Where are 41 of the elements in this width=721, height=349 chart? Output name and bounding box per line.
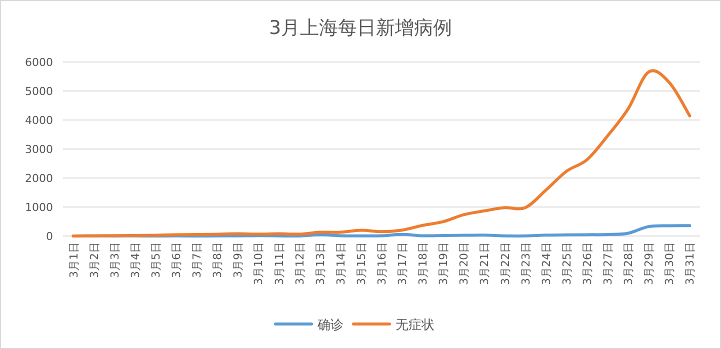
- x-tick-label: 3月8日: [211, 242, 224, 278]
- x-tick-label: 3月29日: [642, 242, 656, 285]
- y-tick-label: 6000: [25, 56, 53, 69]
- x-tick-label: 3月4日: [128, 242, 142, 278]
- y-tick-label: 5000: [25, 85, 53, 98]
- x-tick-label: 3月7日: [190, 242, 204, 278]
- x-tick-label: 3月14日: [334, 242, 348, 285]
- x-tick-label: 3月12日: [293, 242, 306, 285]
- x-tick-label: 3月3日: [108, 242, 122, 278]
- x-tick-label: 3月17日: [396, 242, 410, 285]
- x-tick-label: 3月20日: [458, 242, 471, 285]
- y-tick-label: 4000: [25, 114, 53, 127]
- x-tick-label: 3月10日: [252, 242, 266, 285]
- y-tick-label: 3000: [25, 143, 53, 156]
- y-tick-label: 1000: [25, 201, 53, 214]
- x-tick-label: 3月9日: [232, 242, 245, 278]
- x-tick-label: 3月1日: [67, 242, 80, 278]
- x-tick-label: 3月2日: [88, 242, 101, 278]
- x-tick-label: 3月22日: [498, 242, 512, 285]
- y-tick-label: 2000: [25, 172, 53, 185]
- x-tick-label: 3月16日: [376, 242, 388, 285]
- x-tick-label: 3月6日: [170, 242, 184, 278]
- x-tick-label: 3月13日: [314, 242, 327, 285]
- legend-label: 确诊: [316, 318, 344, 333]
- x-tick-label: 3月27日: [602, 242, 615, 285]
- x-tick-label: 3月21日: [478, 242, 492, 285]
- y-tick-label: 0: [46, 230, 53, 243]
- x-tick-label: 3月28日: [622, 242, 636, 285]
- x-tick-label: 3月26日: [580, 242, 594, 285]
- x-tick-label: 3月24日: [540, 242, 553, 285]
- x-tick-label: 3月5日: [149, 242, 162, 278]
- x-tick-label: 3月19日: [437, 242, 450, 285]
- x-tick-label: 3月25日: [560, 242, 574, 285]
- x-tick-label: 3月15日: [354, 242, 368, 285]
- chart-title: 3月上海每日新增病例: [268, 17, 452, 39]
- x-tick-label: 3月23日: [519, 242, 532, 285]
- x-tick-label: 3月18日: [416, 242, 430, 285]
- x-tick-label: 3月11日: [272, 242, 286, 285]
- x-tick-label: 3月30日: [663, 242, 676, 285]
- legend-label: 无症状: [396, 318, 434, 333]
- x-tick-label: 3月31日: [684, 242, 697, 285]
